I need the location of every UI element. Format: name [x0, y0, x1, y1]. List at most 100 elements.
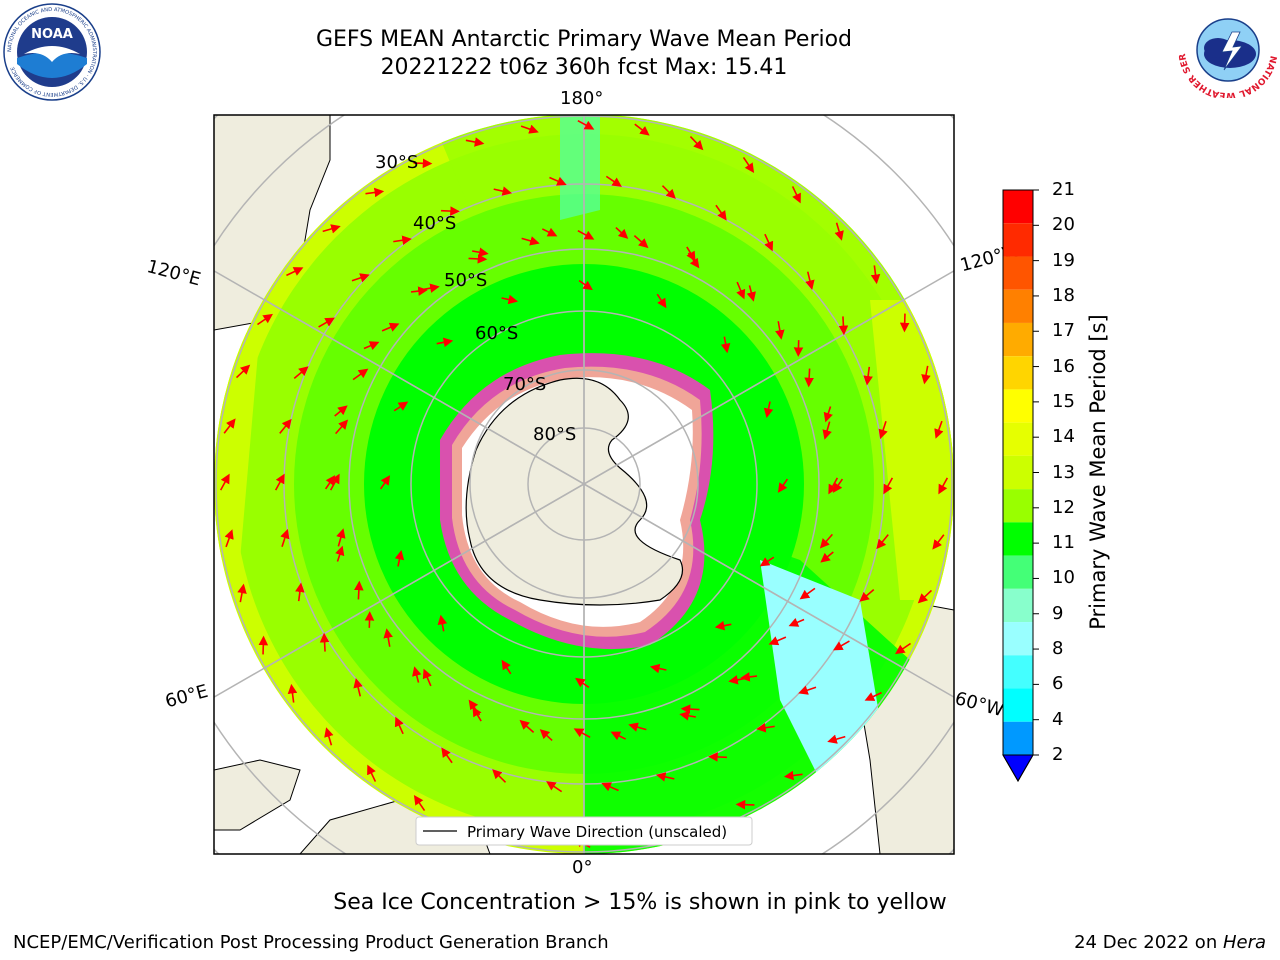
lat-label-30s: 30°S	[375, 152, 419, 173]
colorbar-tick-label: 9	[1052, 602, 1064, 624]
colorbar-segment	[1003, 721, 1033, 755]
wave-arrow	[823, 406, 833, 423]
wave-arrow	[223, 418, 236, 434]
wave-arrow	[656, 293, 667, 309]
colorbar-segment	[1003, 289, 1033, 323]
wave-arrow	[763, 401, 774, 419]
lon-label-0: 0°	[572, 857, 593, 878]
wave-arrow	[777, 478, 789, 493]
wave-arrow	[335, 545, 345, 562]
wave-arrow	[334, 405, 348, 417]
colorbar-segment	[1003, 422, 1033, 456]
colorbar-tick-label: 8	[1052, 638, 1064, 660]
colorbar-segment	[1003, 588, 1033, 623]
wave-arrow	[394, 716, 404, 735]
wave-arrow	[352, 368, 369, 381]
wave-arrow	[394, 549, 405, 567]
wave-arrow	[235, 364, 251, 379]
colorbar-segment	[1003, 622, 1033, 656]
wave-arrow	[219, 473, 230, 491]
wave-arrow	[832, 478, 844, 493]
wave-arrow	[746, 285, 756, 302]
wave-arrow	[287, 683, 298, 703]
wave-arrow	[465, 137, 485, 147]
colorbar-tick-label: 10	[1052, 567, 1075, 589]
wave-arrow	[759, 556, 775, 567]
wave-arrow	[921, 365, 931, 385]
wave-arrow	[649, 663, 667, 674]
map-subtitle: 20221222 t06z 360h fcst Max: 15.41	[380, 55, 788, 80]
wave-direction-arrows	[219, 119, 949, 849]
wave-arrow	[864, 691, 882, 701]
wave-arrow	[501, 294, 519, 305]
sea-ice-caption: Sea Ice Concentration > 15% is shown in …	[333, 890, 947, 915]
colorbar-tick-label: 15	[1052, 390, 1075, 412]
nws-logo: NATIONAL WEATHER SERVICE	[1178, 2, 1278, 98]
colorbar-segment	[1003, 522, 1033, 556]
lon-label-180: 180°	[560, 88, 604, 109]
graticule-outer	[214, 115, 954, 854]
wave-arrow	[468, 254, 488, 264]
wave-arrow	[932, 534, 945, 550]
wave-arrow	[546, 781, 563, 793]
wave-arrow	[363, 341, 380, 351]
wave-arrow	[805, 271, 815, 290]
wave-arrow	[610, 731, 627, 741]
lat-label-50s: 50°S	[444, 270, 488, 291]
colorbar-tick-label: 20	[1052, 214, 1075, 236]
wave-arrow	[708, 752, 727, 762]
wave-arrow	[679, 711, 696, 721]
wave-arrow	[934, 420, 944, 439]
colorbar-segment	[1003, 356, 1033, 390]
colorbar-title: Primary Wave Mean Period [s]	[1086, 314, 1110, 630]
wave-arrow	[353, 678, 363, 697]
colorbar-segment	[1003, 455, 1033, 490]
wave-arrow	[938, 477, 949, 495]
footer-date-text: 24 Dec 2022 on	[1074, 932, 1223, 953]
wave-arrow	[501, 659, 512, 675]
wave-arrow	[354, 580, 364, 600]
wave-arrow	[742, 157, 755, 173]
wave-arrow	[917, 589, 933, 604]
noaa-wordmark: NOAA	[31, 27, 73, 42]
wave-arrow	[577, 229, 595, 240]
wave-arrow	[324, 727, 334, 746]
wave-arrow	[601, 782, 619, 792]
wave-arrow	[257, 313, 273, 326]
wave-arrow	[883, 477, 894, 495]
map-frame	[213, 114, 955, 855]
lat-label-40s: 40°S	[413, 213, 457, 234]
wave-arrow	[412, 666, 422, 683]
wave-arrow	[336, 528, 346, 547]
colorbar-tick-label: 18	[1052, 284, 1075, 306]
wave-arrow	[838, 316, 849, 336]
wave-arrow	[393, 401, 409, 412]
wave-arrow	[859, 589, 875, 602]
colorbar-tick-label: 21	[1052, 179, 1075, 200]
wave-arrow	[756, 722, 775, 733]
colorbar-segment	[1003, 389, 1033, 423]
wave-arrow	[351, 273, 370, 283]
colorbar	[1002, 189, 1039, 783]
colorbar-tick-label: 13	[1052, 461, 1075, 483]
wave-arrow	[876, 534, 889, 550]
wave-arrow	[413, 795, 426, 811]
wave-arrow	[799, 587, 816, 600]
wave-arrow	[493, 186, 513, 196]
wave-arrow	[367, 764, 377, 782]
legend-label: Primary Wave Direction (unscaled)	[467, 823, 727, 841]
antarctica	[465, 377, 684, 606]
wave-arrow	[628, 722, 647, 732]
wave-arrow	[519, 719, 535, 733]
wave-arrow	[615, 226, 629, 239]
wave-arrow	[441, 747, 453, 764]
lat-label-70s: 70°S	[503, 374, 547, 395]
colorbar-tick-label: 17	[1052, 320, 1075, 342]
wave-arrow	[686, 246, 696, 262]
colorbar-segment	[1003, 655, 1033, 689]
wave-arrow	[720, 336, 731, 354]
wave-arrow	[577, 119, 595, 130]
wave-arrow	[237, 583, 247, 603]
wave-arrow	[293, 366, 309, 379]
